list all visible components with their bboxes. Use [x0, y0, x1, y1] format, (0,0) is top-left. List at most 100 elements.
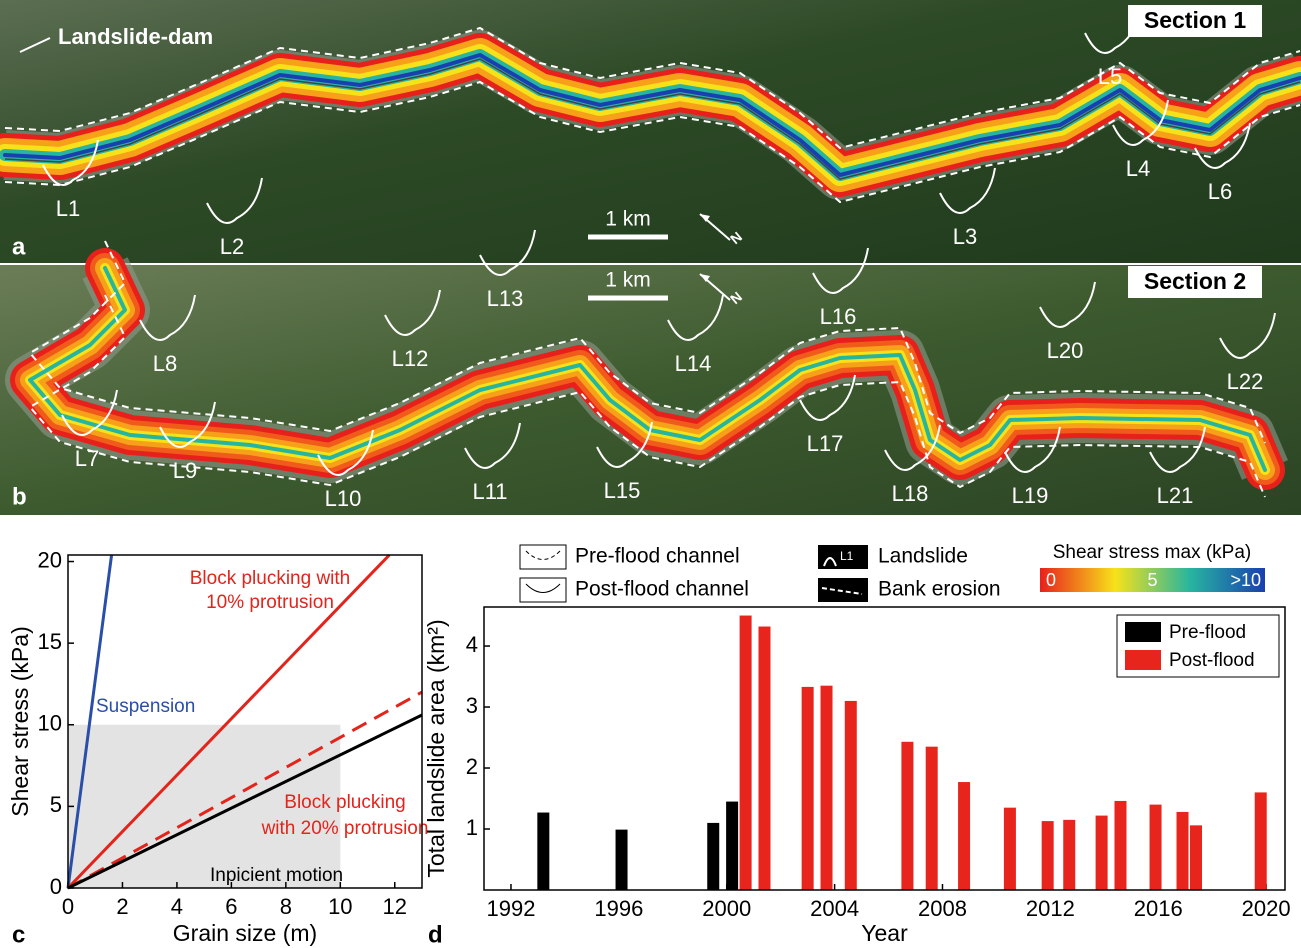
figure: L1L2L3L4L5L6Section 11 kmNaLandslide-dam… [0, 0, 1301, 948]
section-title: Section 2 [1144, 268, 1246, 294]
x-tick-label: 6 [225, 894, 237, 919]
y-axis-label: Shear stress (kPa) [7, 626, 33, 816]
bar [537, 813, 549, 890]
y-tick-label: 4 [466, 632, 478, 657]
legend: Pre-flood channel Post-flood channel L1 … [520, 542, 1265, 602]
bank-erosion-icon [818, 578, 868, 602]
landslide-label: L15 [604, 478, 641, 503]
bar [707, 823, 719, 890]
series-annotation: Suspension [96, 696, 195, 717]
landslide-label: L11 [472, 479, 507, 504]
series-annotation: 10% protrusion [206, 592, 334, 613]
x-tick-label: 10 [328, 894, 352, 919]
y-tick-label: 20 [38, 547, 62, 572]
bar [1190, 825, 1202, 890]
x-tick-label: 1992 [486, 896, 535, 921]
colorbar-tick-label: 5 [1147, 570, 1157, 590]
bar [845, 701, 857, 890]
legend-text: Pre-flood channel [575, 545, 740, 568]
landslide-label: L20 [1047, 338, 1084, 363]
x-tick-label: 2008 [918, 896, 967, 921]
landslide-label: L10 [325, 486, 362, 511]
bar [802, 687, 814, 890]
x-axis-label: Year [861, 920, 908, 946]
landslide-label: L16 [820, 304, 857, 329]
chart-d: 199219962000200420082012201620201234Pre-… [423, 607, 1291, 948]
x-tick-label: 1996 [594, 896, 643, 921]
panel-label: a [12, 233, 26, 260]
colorbar-tick-label: >10 [1230, 570, 1261, 590]
legend-text: Landslide [878, 545, 968, 568]
legend-label: Post-flood [1169, 650, 1255, 671]
colorbar-title: Shear stress max (kPa) [1053, 542, 1252, 563]
landslide-label: L22 [1227, 369, 1264, 394]
bar [1004, 808, 1016, 890]
landslide-label: L6 [1208, 179, 1232, 204]
landslide-label: L21 [1157, 483, 1194, 508]
x-tick-label: 0 [62, 894, 74, 919]
x-tick-label: 8 [280, 894, 292, 919]
x-tick-label: 4 [171, 894, 183, 919]
bar [958, 782, 970, 890]
bar [1255, 792, 1267, 890]
y-tick-label: 10 [38, 711, 62, 736]
x-tick-label: 2000 [702, 896, 751, 921]
landslide-label: L13 [487, 286, 524, 311]
landslide-label: L7 [75, 446, 99, 471]
legend-swatch [1125, 622, 1161, 642]
legend-text: Bank erosion [878, 578, 1001, 601]
landslide-label: L9 [173, 458, 197, 483]
map-annotation: Landslide-dam [58, 24, 213, 49]
y-tick-label: 15 [38, 629, 62, 654]
series-annotation: Inpicient motion [210, 865, 343, 886]
x-tick-label: 2016 [1134, 896, 1183, 921]
series-annotation: with 20% protrusion [261, 818, 429, 839]
colorbar-tick-label: 0 [1046, 570, 1056, 590]
panel-label: d [428, 921, 443, 948]
y-tick-label: 2 [466, 754, 478, 779]
panel-label: c [12, 921, 25, 948]
bar [740, 616, 752, 890]
landslide-label: L14 [675, 351, 712, 376]
landslide-label: L19 [1012, 483, 1049, 508]
pre-flood-icon [520, 545, 566, 569]
legend-text: Post-flood channel [575, 578, 749, 601]
bar [758, 627, 770, 890]
bar [616, 830, 628, 890]
landslide-label: L1 [56, 196, 80, 221]
section-title: Section 1 [1144, 7, 1246, 33]
post-flood-icon [520, 578, 566, 602]
series-annotation: Block plucking [284, 792, 405, 813]
bar [901, 742, 913, 890]
y-tick-label: 1 [466, 815, 478, 840]
x-tick-label: 2020 [1242, 896, 1291, 921]
bar [1042, 821, 1054, 890]
bar [1096, 816, 1108, 890]
legend-label: Pre-flood [1169, 622, 1246, 643]
x-tick-label: 2 [116, 894, 128, 919]
landslide-label: L18 [892, 481, 929, 506]
landslide-label: L12 [392, 346, 429, 371]
y-axis-label: Total landslide area (km²) [423, 619, 449, 877]
bar [1150, 805, 1162, 890]
bar [1177, 812, 1189, 890]
landslide-label: L5 [1098, 64, 1122, 89]
x-tick-label: 2004 [810, 896, 859, 921]
x-tick-label: 12 [383, 894, 407, 919]
bar [821, 686, 833, 890]
bar [1063, 820, 1075, 890]
y-tick-label: 0 [50, 874, 62, 899]
landslide-label: L8 [153, 351, 177, 376]
x-axis-label: Grain size (m) [173, 920, 317, 946]
scale-label: 1 km [605, 269, 651, 292]
scale-label: 1 km [605, 208, 651, 231]
landslide-label: L4 [1126, 156, 1150, 181]
panel-label: b [12, 483, 27, 510]
bar [1114, 801, 1126, 890]
landslide-label: L17 [807, 431, 844, 456]
landslide-label: L3 [953, 224, 977, 249]
bar [926, 747, 938, 890]
series-annotation: Block plucking with [190, 568, 351, 589]
